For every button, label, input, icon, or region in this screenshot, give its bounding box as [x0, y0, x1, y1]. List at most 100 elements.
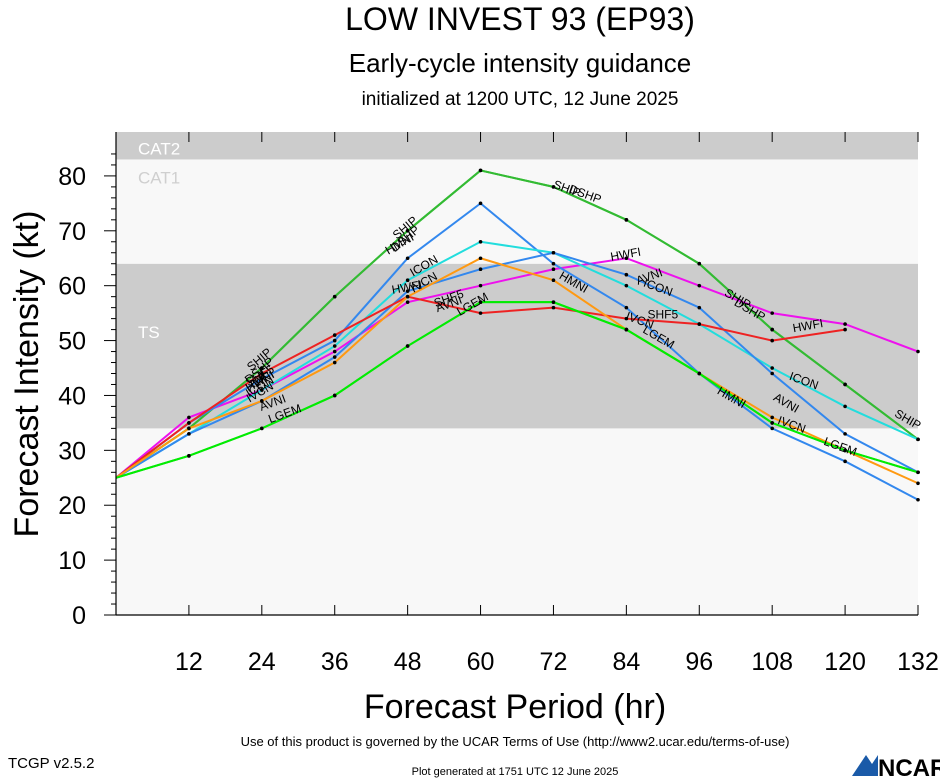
data-point-avni	[770, 415, 774, 420]
data-point-hmni	[260, 377, 264, 381]
series-layer	[115, 168, 920, 502]
data-point-icon	[916, 437, 920, 442]
data-point-hmni	[770, 426, 774, 431]
data-point-icon	[405, 278, 410, 282]
data-point-avni	[478, 256, 483, 261]
data-point-shf5	[478, 311, 483, 315]
data-point-ivcn	[478, 267, 483, 272]
data-point-avni	[405, 294, 410, 299]
data-point-ivcn	[187, 432, 191, 436]
data-point-icon	[332, 344, 337, 348]
x-tick-label: 60	[467, 648, 495, 676]
data-point-hmni	[843, 459, 847, 464]
data-point-ivcn2	[260, 426, 264, 431]
version-label: TCGP v2.5.2	[8, 755, 94, 772]
y-tick-label: 20	[58, 492, 86, 520]
series-line-ivcn2	[115, 301, 919, 479]
data-point-shf5	[843, 327, 847, 332]
data-point-icon	[260, 388, 264, 392]
data-point-shf5	[770, 338, 774, 343]
data-point-dshp	[843, 382, 847, 387]
data-point-hmni	[478, 201, 483, 206]
y-tick-label: 50	[58, 328, 86, 356]
y-tick-label: 80	[58, 163, 86, 191]
y-tick-label: 40	[58, 382, 86, 410]
data-point-hmni	[332, 338, 337, 343]
data-point-dshp	[551, 185, 556, 189]
ncar-logo: NCAR	[852, 755, 940, 780]
band-label-ts: TS	[138, 323, 160, 342]
y-tick-label: 60	[58, 273, 86, 301]
data-point-avni	[260, 399, 264, 403]
series-label-hwfi: HWFI	[609, 245, 642, 264]
data-point-ivcn2	[916, 470, 920, 475]
x-tick-label: 12	[175, 648, 203, 676]
data-point-ivcn2	[624, 327, 629, 332]
data-point-hwfi	[405, 300, 410, 304]
band-label-cat2: CAT2	[138, 139, 180, 158]
chart-subtitle: Early-cycle intensity guidance	[349, 48, 692, 78]
x-tick-label: 84	[612, 648, 640, 676]
data-point-icon	[478, 239, 483, 244]
axes: 0 10 20 30 40 50 60 70 80 12 24 36 48 60 72 84 96 108 120 1…	[58, 132, 939, 676]
data-point-dshp	[624, 218, 629, 222]
data-point-hwfi	[551, 267, 556, 272]
data-point-shf5	[260, 371, 264, 376]
data-point-ivcn	[332, 355, 337, 359]
x-tick-label: 132	[897, 648, 939, 676]
x-tick-label: 120	[824, 648, 866, 676]
data-point-shf5	[624, 316, 629, 321]
data-point-ivcn	[405, 289, 410, 293]
data-point-ivcn2	[478, 300, 483, 304]
data-point-avni	[916, 481, 920, 486]
data-point-ivcn2	[770, 421, 774, 425]
data-point-shf5	[187, 421, 191, 425]
data-point-shf5	[551, 305, 556, 310]
data-point-avni	[332, 360, 337, 365]
series-line-avni	[115, 257, 919, 485]
y-axis-label: Forecast Intensity (kt)	[8, 211, 46, 538]
data-point-icon	[770, 366, 774, 370]
data-point-hwfi	[697, 283, 702, 288]
data-point-ivcn2	[697, 371, 702, 376]
data-point-hwfi	[332, 349, 337, 354]
series-label-hwfi: HWFI	[391, 278, 424, 297]
x-tick-label: 108	[751, 648, 793, 676]
data-point-ivcn	[843, 432, 847, 436]
data-point-hwfi	[624, 256, 629, 261]
band-label-cat1: CAT1	[138, 168, 180, 187]
x-tick-label: 36	[321, 648, 349, 676]
data-point-ivcn2	[332, 393, 337, 398]
data-point-hmni	[916, 497, 920, 502]
ncar-logo-mark	[852, 755, 878, 776]
data-point-hmni	[405, 256, 410, 261]
x-axis-label: Forecast Period (hr)	[364, 688, 666, 726]
data-point-hwfi	[187, 415, 191, 420]
band-cat2	[116, 132, 918, 160]
terms-of-use: Use of this product is governed by the U…	[241, 734, 790, 749]
ncar-logo-text: NCAR	[878, 755, 940, 780]
series-label-hwfi: HWFI	[792, 316, 825, 335]
data-point-icon	[843, 404, 847, 409]
data-point-hwfi	[916, 349, 920, 354]
chart-title: LOW INVEST 93 (EP93)	[345, 1, 695, 37]
x-tick-label: 72	[540, 648, 568, 676]
series-label-shf5: SHF5	[647, 308, 678, 322]
data-point-ivcn2	[843, 448, 847, 453]
data-point-shf5	[697, 322, 702, 326]
series-line-icon	[115, 240, 919, 479]
data-point-ivcn	[624, 272, 629, 277]
data-point-avni	[551, 278, 556, 282]
data-point-dshp	[260, 366, 264, 370]
series-line-hwfi	[115, 257, 919, 479]
data-point-dshp	[770, 327, 774, 332]
x-tick-label: 24	[248, 648, 276, 676]
band-ts	[116, 263, 918, 429]
y-tick-label: 10	[58, 547, 86, 575]
data-point-avni	[187, 426, 191, 431]
data-point-ivcn2	[187, 454, 191, 458]
data-point-hwfi	[843, 322, 847, 326]
data-point-ivcn2	[405, 344, 410, 348]
y-tick-label: 70	[58, 218, 86, 246]
